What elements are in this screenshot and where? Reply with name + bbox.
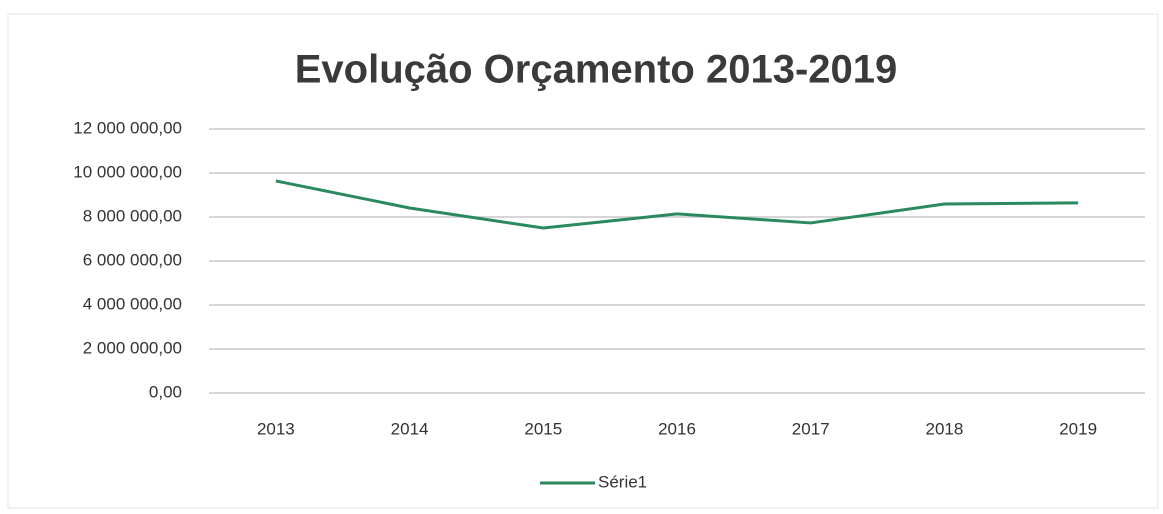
y-tick-label: 8 000 000,00 [83, 206, 182, 225]
y-tick-label: 4 000 000,00 [83, 294, 182, 313]
x-tick-label: 2013 [257, 419, 295, 438]
y-tick-label: 6 000 000,00 [83, 250, 182, 269]
x-tick-label: 2015 [524, 419, 562, 438]
legend-label: Série1 [598, 472, 647, 491]
y-tick-label: 2 000 000,00 [83, 338, 182, 357]
x-tick-label: 2016 [658, 419, 696, 438]
y-tick-label: 12 000 000,00 [73, 118, 182, 137]
chart-title: Evolução Orçamento 2013-2019 [295, 48, 898, 92]
x-tick-label: 2018 [926, 419, 964, 438]
x-tick-label: 2019 [1059, 419, 1097, 438]
x-tick-label: 2014 [391, 419, 429, 438]
y-tick-label: 10 000 000,00 [73, 162, 182, 181]
data-line [275, 179, 1079, 230]
x-tick-label: 2017 [792, 419, 830, 438]
y-tick-label: 0,00 [149, 382, 182, 401]
